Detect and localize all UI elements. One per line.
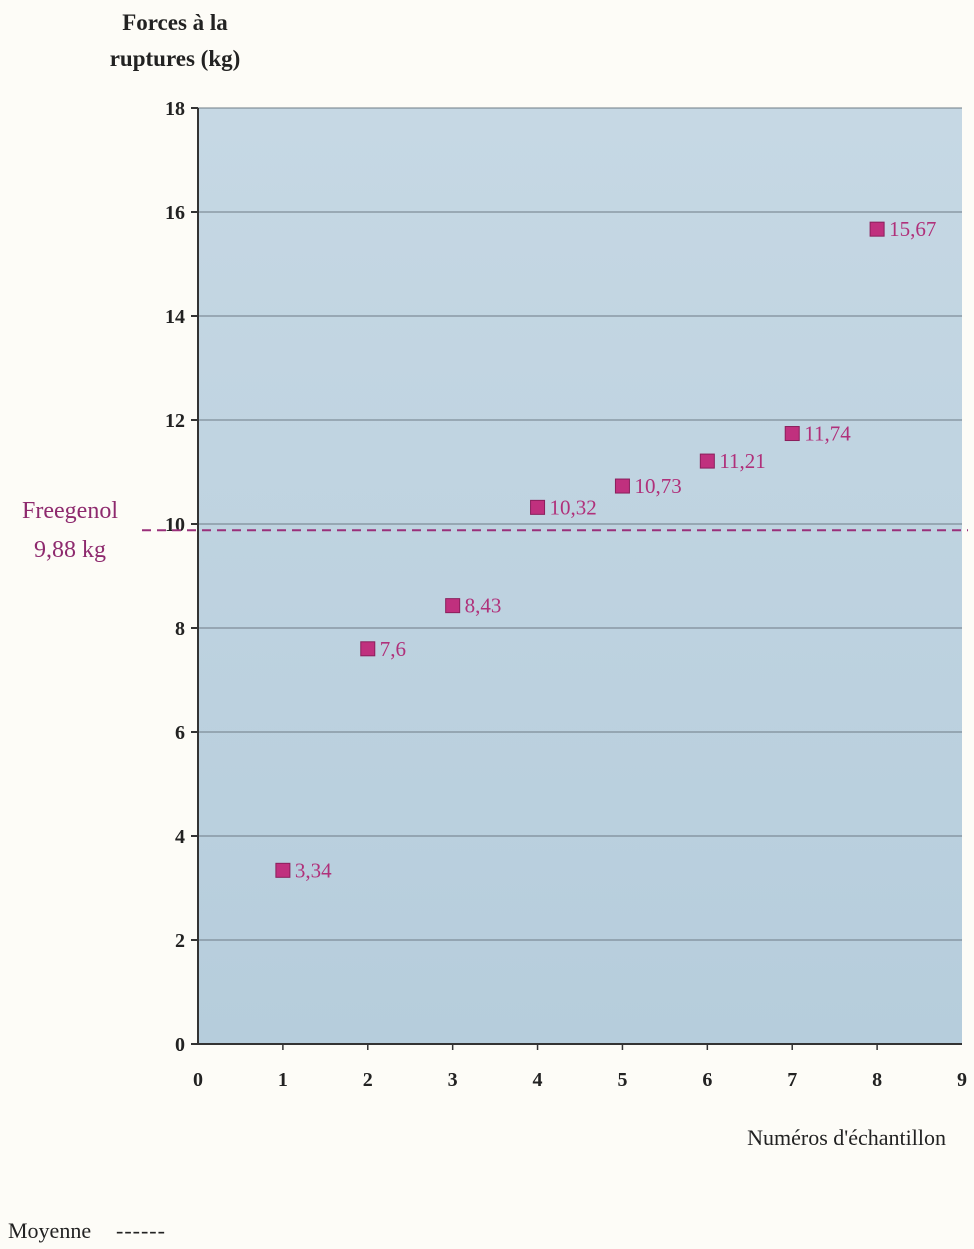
legend-label: Moyenne [8, 1218, 91, 1243]
data-point-label: 10,32 [550, 495, 597, 519]
reference-name-label: Freegenol [22, 498, 118, 524]
y-tick-label: 2 [175, 930, 185, 952]
y-tick-labels: 0 2 4 6 8 10 12 14 16 18 [165, 98, 185, 1056]
y-tick-label: 14 [165, 306, 185, 328]
data-point-marker [869, 221, 885, 237]
y-axis-title-line-2: ruptures (kg) [110, 46, 241, 71]
x-tick-label: 3 [448, 1069, 458, 1091]
data-point-marker [275, 862, 291, 878]
y-tick-label: 0 [175, 1034, 185, 1056]
data-point-marker [445, 598, 461, 614]
grid [198, 107, 962, 941]
axes [191, 107, 962, 1050]
data-point-label: 11,21 [719, 449, 765, 473]
x-tick-label: 7 [787, 1069, 797, 1091]
x-tick-label: 6 [702, 1069, 712, 1091]
data-point-label: 10,73 [634, 474, 681, 498]
reference-value-label: 9,88 kg [34, 537, 106, 563]
x-tick-labels: 0 1 2 3 4 5 6 7 8 9 [193, 1069, 967, 1091]
legend-sample: ------ [116, 1218, 166, 1243]
plot-area [198, 108, 962, 1044]
x-tick-label: 4 [533, 1069, 543, 1091]
y-tick-label: 10 [165, 514, 185, 536]
y-tick-label: 8 [175, 618, 185, 640]
y-tick-label: 18 [165, 98, 185, 120]
x-tick-label: 0 [193, 1069, 203, 1091]
x-axis-title: Numéros d'échantillon [747, 1125, 946, 1150]
data-point-marker [784, 426, 800, 442]
y-tick-label: 12 [165, 410, 185, 432]
data-point-label: 11,74 [804, 422, 851, 446]
data-points: 3,34 7,6 8,43 10,32 10,73 11,21 11,74 15,67 [275, 217, 936, 882]
data-point-marker [614, 478, 630, 494]
data-point-label: 7,6 [380, 637, 406, 661]
x-tick-label: 9 [957, 1069, 967, 1091]
data-point-label: 15,67 [889, 217, 936, 241]
data-point-label: 8,43 [465, 594, 502, 618]
y-tick-label: 6 [175, 722, 185, 744]
x-tick-label: 5 [617, 1069, 627, 1091]
y-tick-label: 16 [165, 202, 185, 224]
data-point-marker [360, 641, 376, 657]
x-tick-label: 8 [872, 1069, 882, 1091]
data-point-marker [530, 499, 546, 515]
x-tick-label: 2 [363, 1069, 373, 1091]
y-tick-label: 4 [175, 826, 185, 848]
data-point-marker [699, 453, 715, 469]
y-axis-title-line-1: Forces à la [122, 10, 228, 35]
data-point-label: 3,34 [295, 858, 332, 882]
x-tick-label: 1 [278, 1069, 288, 1091]
